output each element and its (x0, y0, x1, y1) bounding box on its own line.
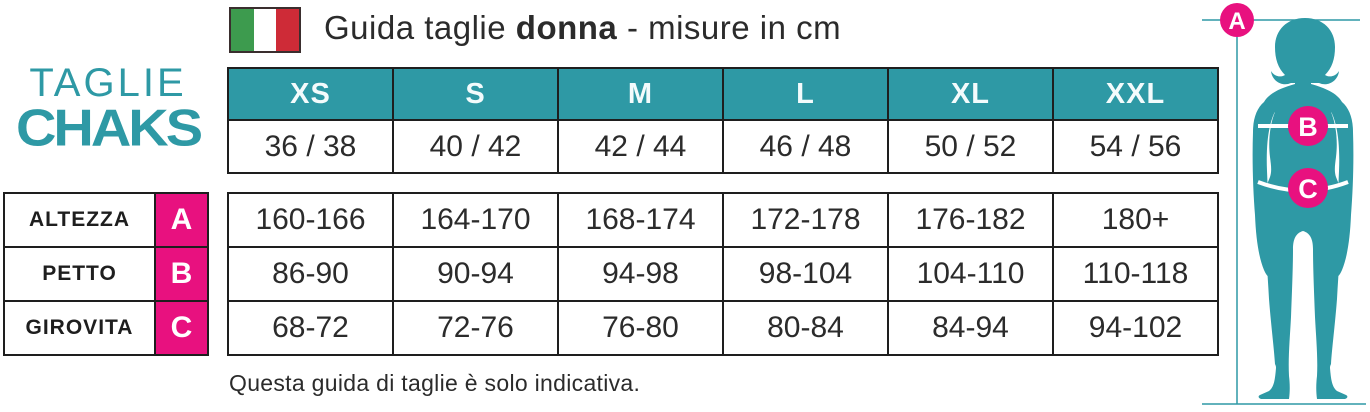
figure-body-half (1303, 60, 1354, 399)
eu-size-cell: 42 / 44 (559, 121, 722, 172)
measure-cell: 168-174 (559, 194, 722, 246)
size-header-cell: XS (229, 69, 392, 119)
figure-marker-a: A (1228, 8, 1245, 35)
measure-label-petto: PETTO (5, 248, 154, 300)
flag-red-stripe (276, 9, 300, 51)
measure-cell: 90-94 (394, 248, 557, 300)
marker-badge-b: B (156, 248, 207, 300)
measure-cell: 172-178 (724, 194, 887, 246)
measure-cell: 110-118 (1054, 248, 1217, 300)
measure-cell: 80-84 (724, 302, 887, 354)
eu-size-cell: 54 / 56 (1054, 121, 1217, 172)
figure-marker-c: C (1298, 174, 1318, 204)
brand-chaks-logo: CHAKS (15, 98, 203, 157)
flag-green-stripe (231, 9, 254, 51)
size-header-cell: XXL (1054, 69, 1217, 119)
measure-cell: 164-170 (394, 194, 557, 246)
marker-circle-b (1288, 106, 1328, 146)
measure-cell: 86-90 (229, 248, 392, 300)
figure-hair (1271, 18, 1339, 85)
measure-cell: 176-182 (889, 194, 1052, 246)
measure-cell: 84-94 (889, 302, 1052, 354)
size-header-cell: L (724, 69, 887, 119)
measure-label-girovita: GIROVITA (5, 302, 154, 354)
brand-block: TAGLIE CHAKS (8, 62, 208, 156)
page-title: Guida taglie donna - misure in cm (324, 8, 841, 48)
measure-cell: 94-98 (559, 248, 722, 300)
marker-circle-a (1220, 3, 1254, 37)
measure-label-table: ALTEZZA A PETTO B GIROVITA C (3, 192, 209, 356)
measurements-table: 160-166 164-170 168-174 172-178 176-182 … (227, 192, 1219, 356)
size-header-cell: S (394, 69, 557, 119)
size-header-table: XS S M L XL XXL 36 / 38 40 / 42 42 / 44 … (227, 67, 1219, 174)
eu-size-cell: 50 / 52 (889, 121, 1052, 172)
measure-cell: 72-76 (394, 302, 557, 354)
brand-taglie-text: TAGLIE (29, 61, 187, 105)
marker-badge-c: C (156, 302, 207, 354)
italy-flag-icon (229, 7, 301, 53)
measure-cell: 104-110 (889, 248, 1052, 300)
eu-size-cell: 40 / 42 (394, 121, 557, 172)
size-header-cell: XL (889, 69, 1052, 119)
measure-cell: 68-72 (229, 302, 392, 354)
title-prefix: Guida taglie (324, 9, 507, 46)
size-header-cell: M (559, 69, 722, 119)
measure-label-altezza: ALTEZZA (5, 194, 154, 246)
marker-badge-a: A (156, 194, 207, 246)
measure-cell: 98-104 (724, 248, 887, 300)
measure-cell: 180+ (1054, 194, 1217, 246)
figure-marker-b: B (1298, 112, 1318, 142)
measure-cell: 76-80 (559, 302, 722, 354)
eu-size-cell: 36 / 38 (229, 121, 392, 172)
measure-cell: 160-166 (229, 194, 392, 246)
title-suffix: - misure in cm (626, 9, 842, 46)
measure-cell: 94-102 (1054, 302, 1217, 354)
disclaimer-note: Questa guida di taglie è solo indicativa… (229, 370, 641, 396)
eu-size-cell: 46 / 48 (724, 121, 887, 172)
flag-white-stripe (253, 9, 277, 51)
body-measurement-figure: A B C (1202, 3, 1366, 405)
title-gender: donna (515, 9, 618, 46)
marker-circle-c (1288, 168, 1328, 208)
